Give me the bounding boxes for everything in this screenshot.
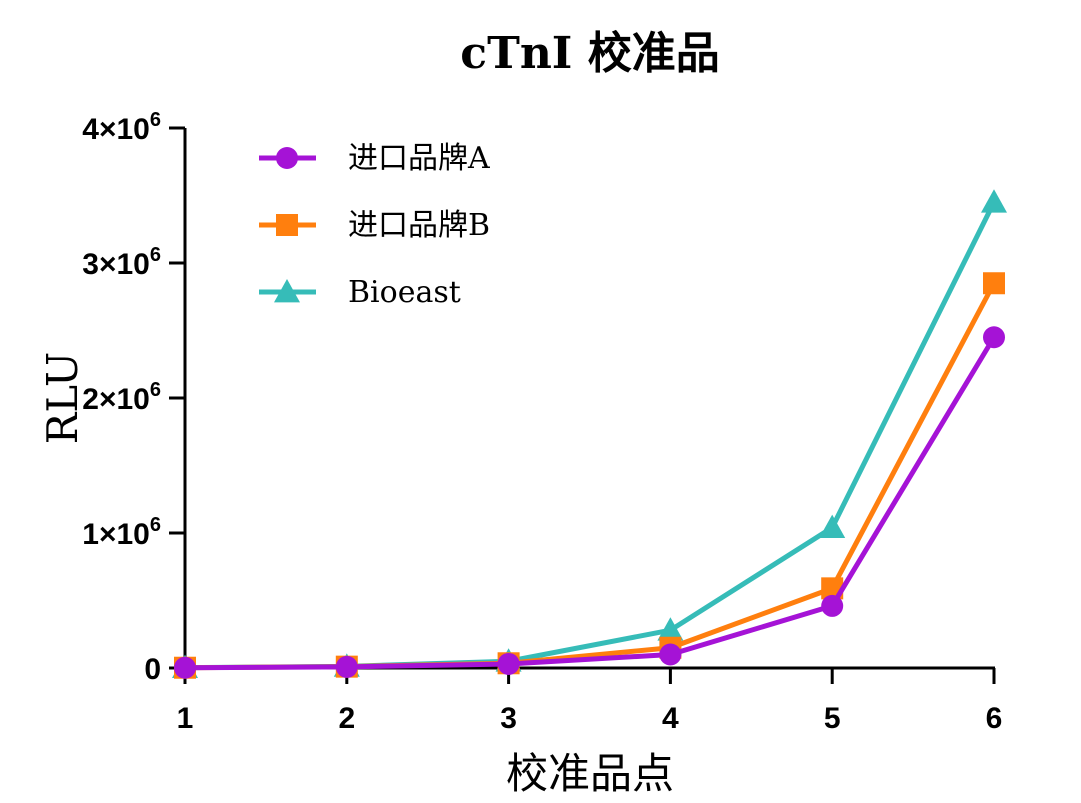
y-tick-label: 1×106 [82, 514, 161, 551]
y-tick-label: 2×106 [82, 379, 161, 416]
series-line [184, 282, 997, 671]
data-point [821, 594, 844, 617]
series-line [184, 335, 997, 671]
x-tick-label: 3 [500, 702, 517, 735]
legend-item: 进口品牌A [259, 141, 490, 176]
legend-marker [276, 147, 298, 169]
axis-ticks: 0 1×106 2×106 3×106 4×106 1 2 3 4 5 6 [82, 109, 1002, 735]
x-axis-label: 校准品点 [506, 749, 674, 798]
y-tick-label: 3×106 [82, 244, 161, 281]
data-point [659, 643, 682, 666]
legend-label: 进口品牌B [348, 208, 490, 243]
series-circle [174, 326, 1005, 679]
data-point [657, 617, 684, 641]
legend-marker [276, 214, 298, 236]
x-tick-label: 2 [338, 702, 355, 735]
series-square [174, 272, 1005, 679]
x-tick-label: 1 [177, 702, 194, 735]
y-axis-label: RLU [38, 352, 87, 445]
axes [183, 128, 995, 670]
legend-label: 进口品牌A [348, 141, 490, 176]
x-tick-label: 6 [986, 702, 1003, 735]
data-point [335, 655, 358, 678]
data-point [819, 514, 846, 538]
chart-title: cTnI 校准品 [460, 28, 719, 79]
legend-item: 进口品牌B [259, 208, 490, 243]
legend-marker [274, 279, 300, 303]
legend-label: Bioeast [348, 275, 461, 310]
x-tick-label: 5 [824, 702, 841, 735]
series-line [184, 201, 997, 671]
data-point [497, 652, 520, 675]
series-triangle [172, 189, 1007, 678]
y-tick-label: 0 [144, 653, 161, 686]
legend: 进口品牌A 进口品牌B Bioeast [259, 141, 490, 310]
y-tick-label: 4×106 [82, 109, 161, 146]
data-point [983, 272, 1005, 295]
series-group [172, 189, 1007, 679]
data-point [981, 189, 1007, 213]
data-point [983, 326, 1005, 349]
x-tick-label: 4 [662, 702, 679, 735]
data-point [174, 656, 196, 679]
legend-item: Bioeast [259, 275, 461, 310]
